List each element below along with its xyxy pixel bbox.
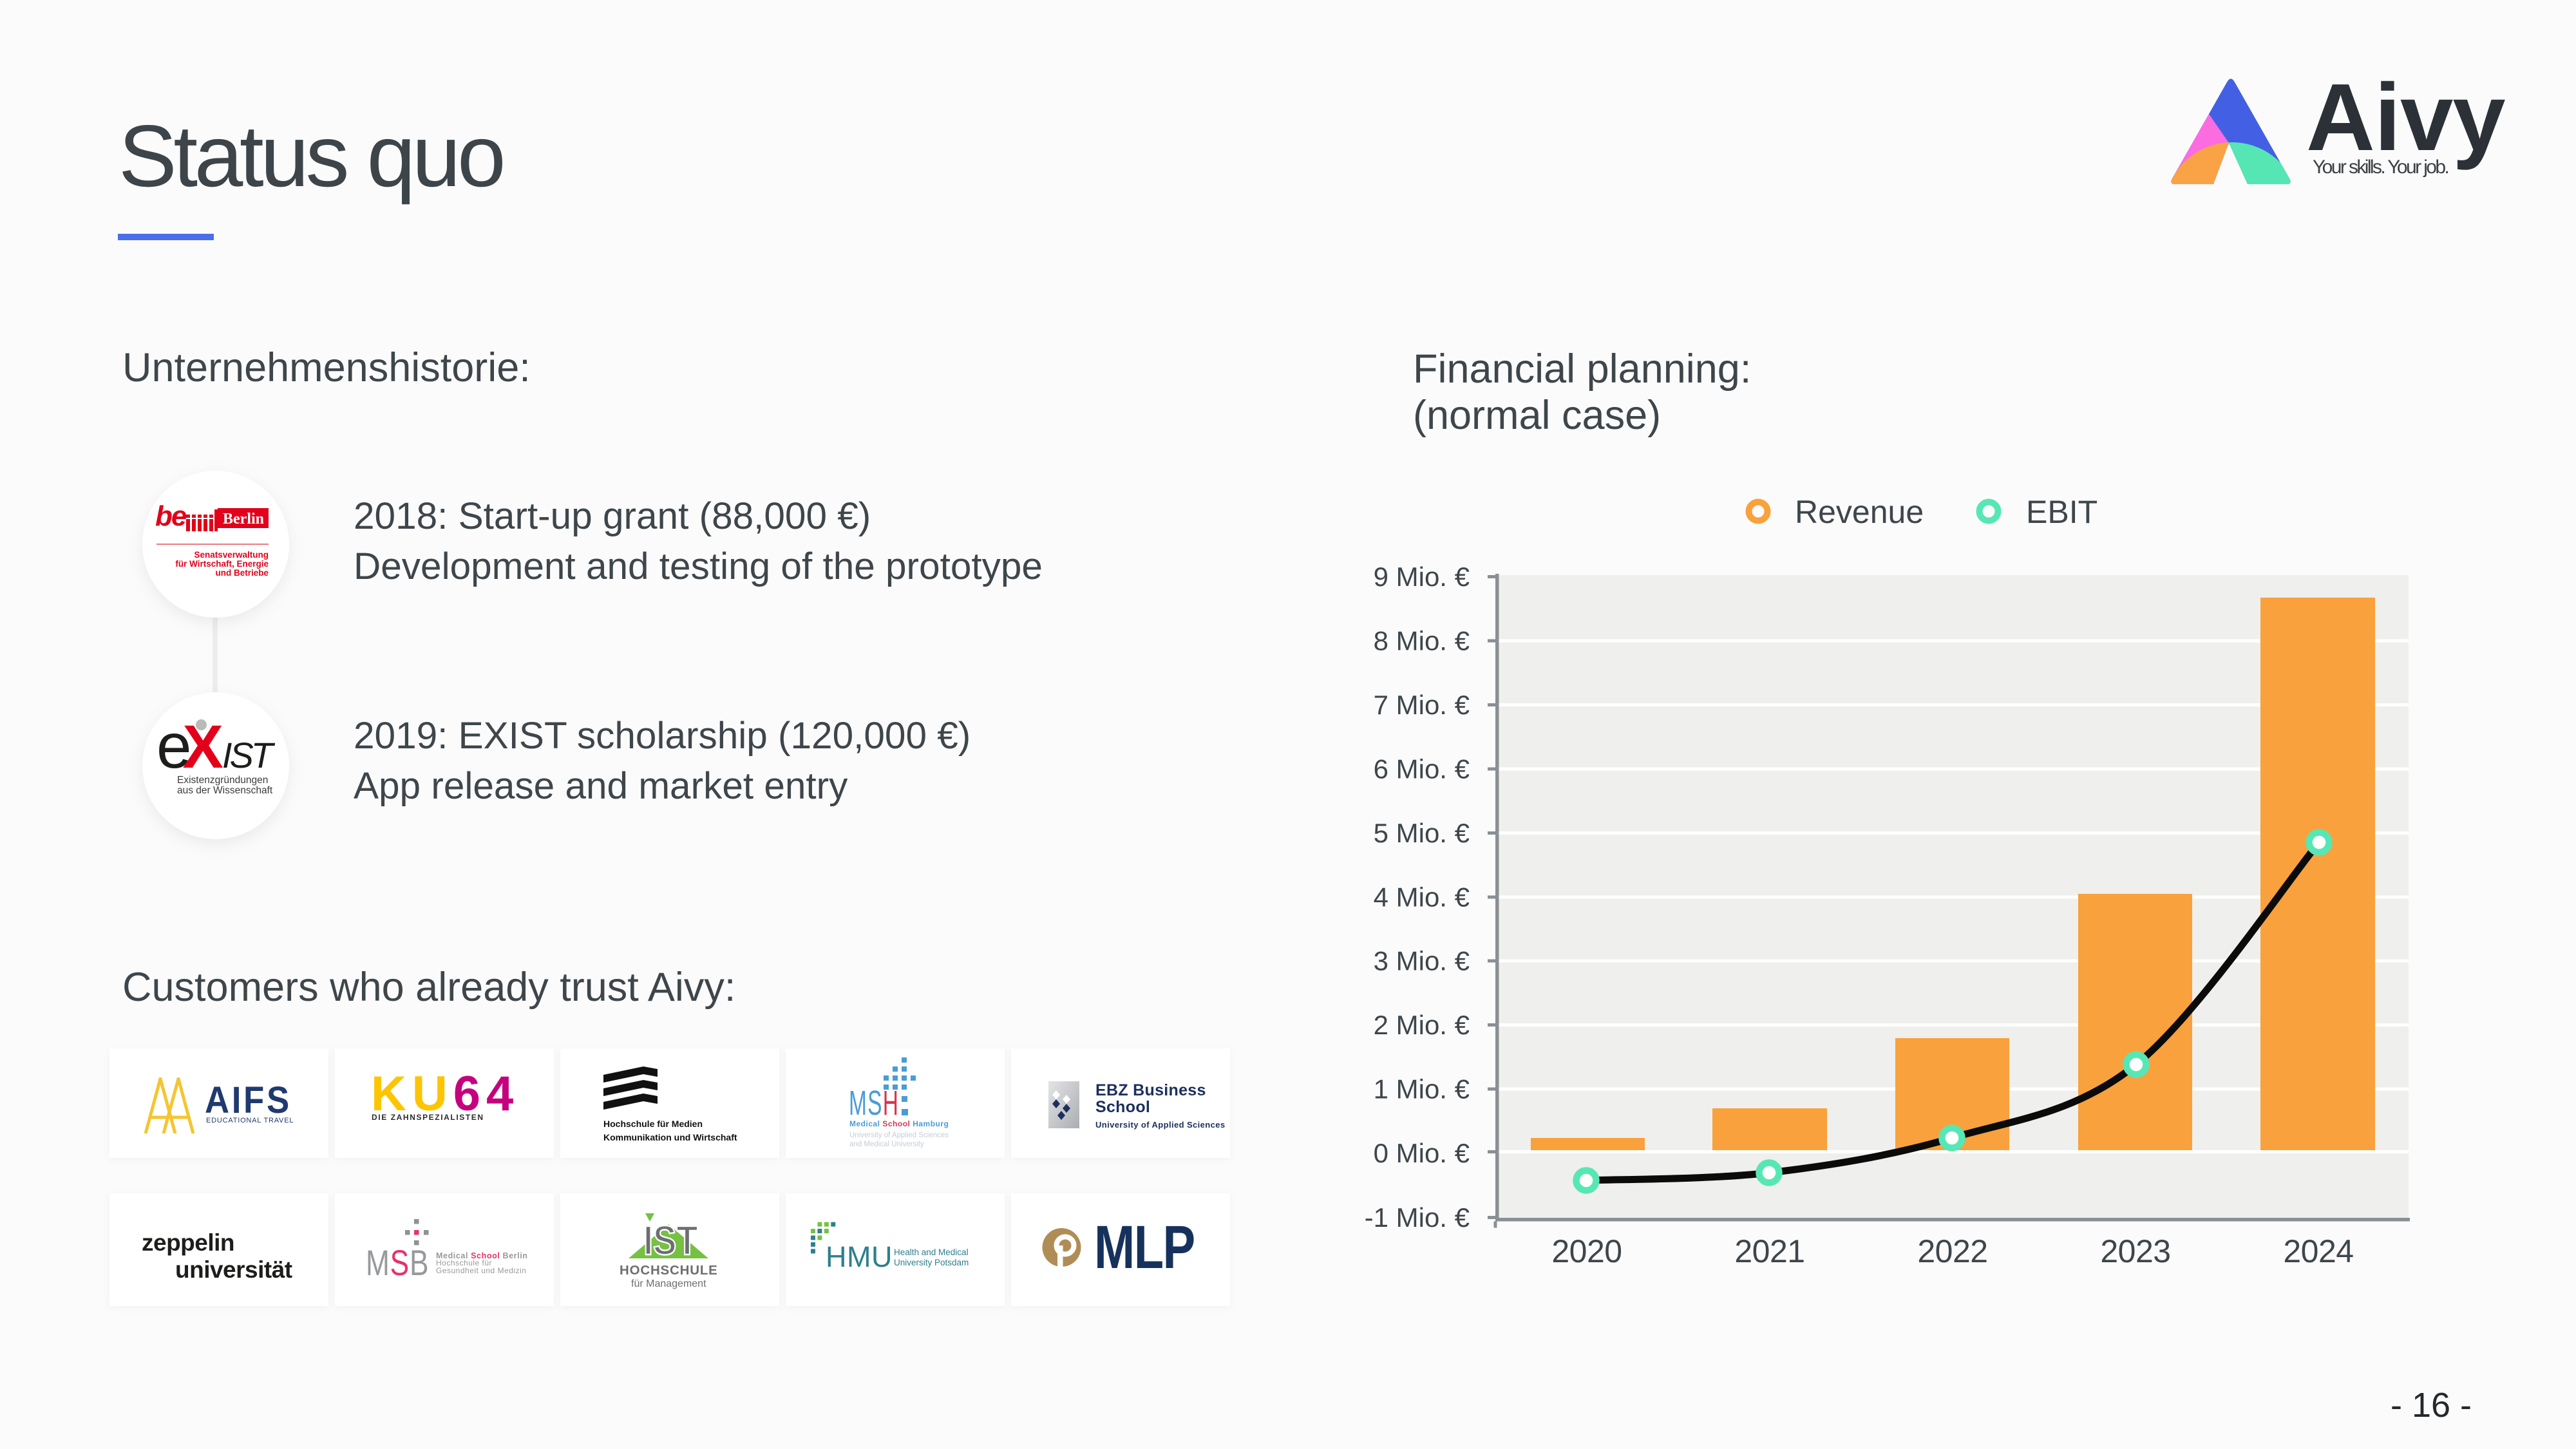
svg-text:9 Mio. €: 9 Mio. € (1374, 562, 1470, 592)
svg-text:2020: 2020 (1551, 1233, 1622, 1269)
svg-text:Revenue: Revenue (1795, 494, 1924, 530)
svg-text:2 Mio. €: 2 Mio. € (1374, 1010, 1470, 1040)
svg-text:3 Mio. €: 3 Mio. € (1374, 946, 1470, 976)
svg-text:2021: 2021 (1734, 1233, 1804, 1269)
svg-text:2022: 2022 (1917, 1233, 1987, 1269)
svg-text:IST: IST (643, 1217, 698, 1260)
svg-text:-1 Mio. €: -1 Mio. € (1365, 1202, 1470, 1233)
svg-text:8 Mio. €: 8 Mio. € (1374, 626, 1470, 656)
svg-text:5 Mio. €: 5 Mio. € (1374, 818, 1470, 848)
svg-text:4 Mio. €: 4 Mio. € (1374, 882, 1470, 913)
svg-text:2024: 2024 (2283, 1233, 2353, 1269)
svg-text:1 Mio. €: 1 Mio. € (1374, 1074, 1470, 1104)
svg-text:7 Mio. €: 7 Mio. € (1374, 690, 1470, 720)
svg-text:0 Mio. €: 0 Mio. € (1374, 1138, 1470, 1168)
svg-text:6 Mio. €: 6 Mio. € (1374, 754, 1470, 784)
svg-text:EBIT: EBIT (2026, 494, 2098, 530)
svg-text:2023: 2023 (2100, 1233, 2170, 1269)
